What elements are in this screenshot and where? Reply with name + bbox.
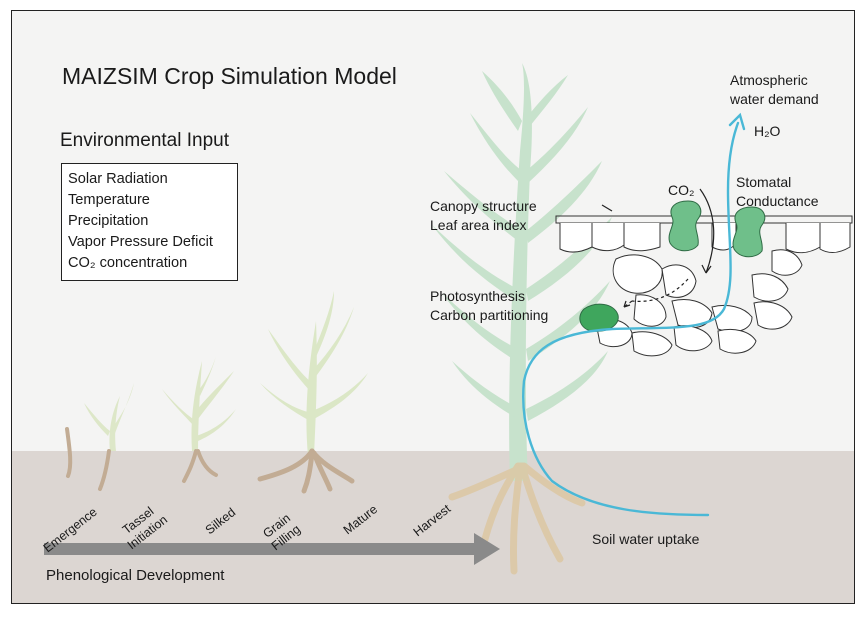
environmental-input-list: Solar Radiation Temperature Precipitatio… (61, 163, 238, 281)
diagram-art (44, 63, 853, 575)
maize-plant (432, 63, 612, 481)
env-item-vpd: Vapor Pressure Deficit (68, 234, 213, 250)
stomata (579, 200, 766, 332)
diagram-title: MAIZSIM Crop Simulation Model (62, 63, 397, 89)
canopy-structure-text: Canopy structure (430, 198, 537, 214)
plant-silked (260, 291, 368, 456)
soil-water-uptake-label: Soil water uptake (592, 531, 700, 547)
env-item-solar: Solar Radiation (68, 171, 168, 187)
maize-roots (448, 462, 586, 575)
h2o-label: H₂O (754, 123, 781, 139)
seedling-roots-2 (182, 449, 218, 483)
seedling-emergence (84, 383, 134, 451)
diagram-frame: MAIZSIM Crop Simulation Model Environmen… (11, 10, 855, 604)
atmospheric-text: Atmospheric (730, 72, 808, 88)
env-item-temperature: Temperature (68, 192, 150, 208)
phenology-arrow (44, 533, 500, 565)
co2-label: CO₂ (668, 182, 695, 198)
water-pathway (522, 112, 746, 517)
photosynthesis-text: Photosynthesis (430, 288, 525, 304)
seedling-tassel (162, 356, 236, 451)
seedling-roots-1 (65, 427, 111, 491)
soil-layer (12, 451, 854, 603)
photosynthesis-label: Photosynthesis Carbon partitioning (430, 287, 548, 325)
canopy-label: Canopy structure Leaf area index (430, 197, 537, 235)
co2-pathway (601, 188, 715, 308)
stomatal-label: Stomatal Conductance (736, 173, 819, 211)
water-demand-text: water demand (730, 91, 819, 107)
plant-silked-roots (257, 448, 355, 494)
atmospheric-label: Atmospheric water demand (730, 71, 819, 109)
env-item-co2: CO₂ concentration (68, 255, 188, 271)
leaf-cross-section (555, 215, 853, 357)
leaf-area-index-text: Leaf area index (430, 217, 527, 233)
conductance-text: Conductance (736, 193, 819, 209)
env-item-precipitation: Precipitation (68, 213, 149, 229)
phenological-development-label: Phenological Development (46, 567, 225, 584)
environmental-input-heading: Environmental Input (60, 130, 229, 151)
stomatal-text: Stomatal (736, 174, 792, 190)
carbon-partitioning-text: Carbon partitioning (430, 307, 549, 323)
